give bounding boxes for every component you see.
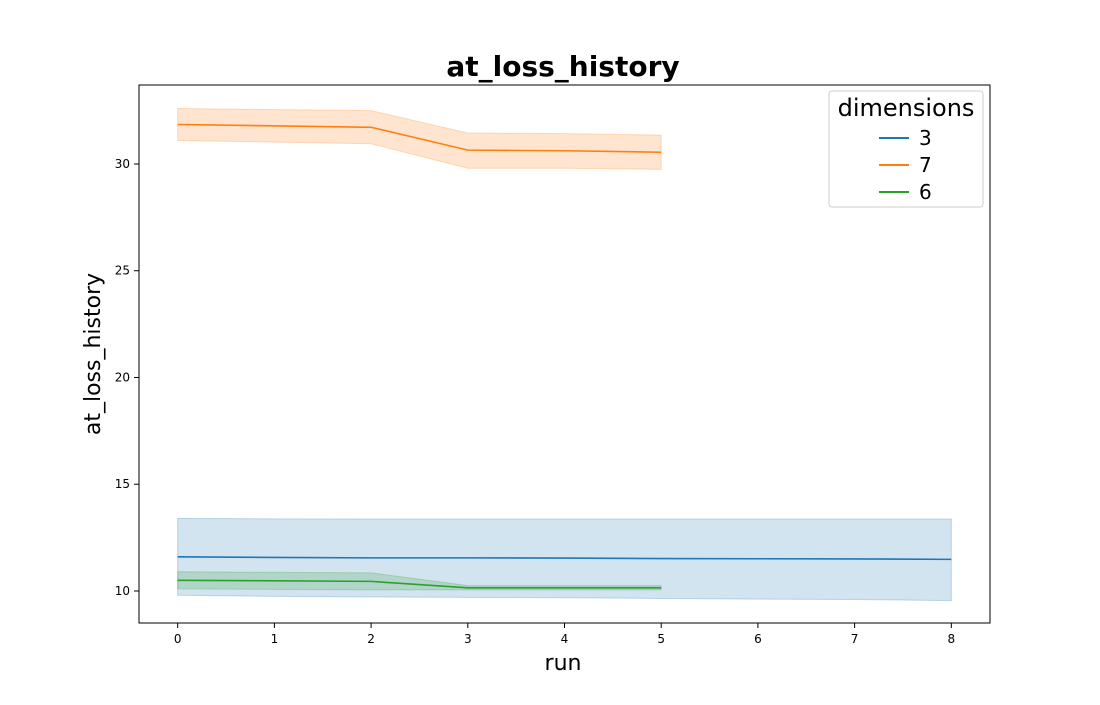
- legend-label-3: 3: [919, 126, 932, 150]
- legend-items: 3 7 6: [879, 126, 932, 204]
- legend-label-6: 6: [919, 180, 932, 204]
- x-tick-label: 1: [271, 632, 279, 646]
- legend-title: dimensions: [838, 94, 975, 122]
- y-tick-label: 30: [115, 157, 130, 171]
- legend: dimensions 3 7 6: [828, 90, 984, 208]
- y-axis-label: at_loss_history: [81, 273, 106, 435]
- y-tick-label: 10: [115, 584, 130, 598]
- y-tick-label: 15: [115, 477, 130, 491]
- x-tick-label: 4: [561, 632, 569, 646]
- legend-label-7: 7: [919, 153, 932, 177]
- x-tick-label: 7: [851, 632, 859, 646]
- x-axis-label: run: [545, 651, 582, 676]
- legend-frame: [828, 90, 984, 208]
- chart-title: at_loss_history: [446, 50, 679, 83]
- x-tick-label: 5: [657, 632, 665, 646]
- series-line-6: [177, 579, 662, 589]
- confidence-band-series-3: [177, 517, 952, 602]
- y-axis: 10 15 20 25 30: [115, 157, 139, 598]
- x-tick-label: 8: [947, 632, 955, 646]
- confidence-band-series-6: [177, 571, 662, 591]
- series-line-7: [177, 123, 662, 154]
- series-lines: [177, 123, 952, 589]
- x-tick-label: 0: [174, 632, 182, 646]
- x-tick-label: 3: [464, 632, 472, 646]
- y-tick-label: 25: [115, 264, 130, 278]
- x-axis: 0 1 2 3 4 5 6 7 8: [174, 623, 955, 646]
- x-tick-label: 2: [367, 632, 375, 646]
- x-tick-label: 6: [754, 632, 762, 646]
- y-tick-label: 20: [115, 370, 130, 384]
- series-line-3: [177, 556, 952, 561]
